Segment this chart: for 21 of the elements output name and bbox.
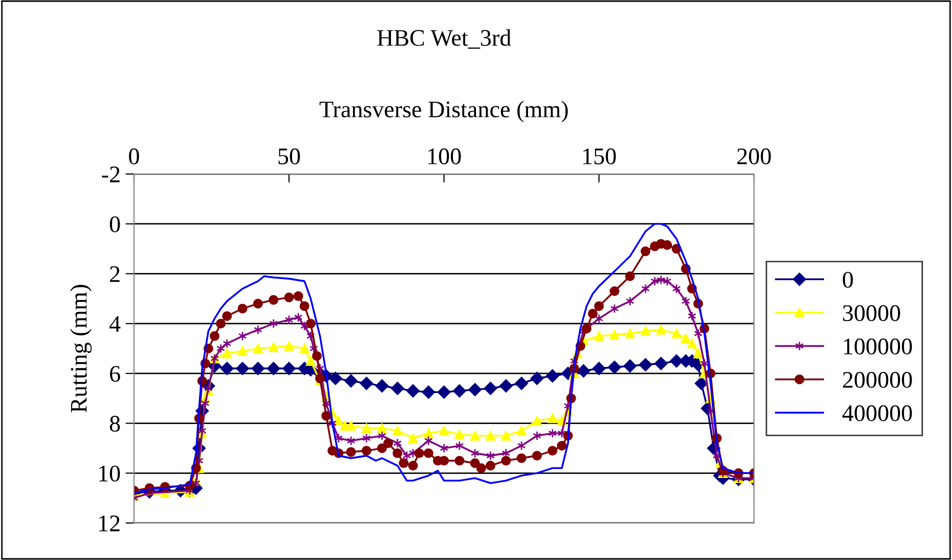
legend-label: 0 bbox=[842, 272, 853, 288]
y-axis-title: Rutting (mm) bbox=[70, 284, 92, 412]
legend-label: 30000 bbox=[843, 305, 900, 322]
y-tick-label: 10 bbox=[99, 466, 120, 482]
x-tick-label: 0 bbox=[128, 148, 140, 164]
x-tick-label: 50 bbox=[278, 148, 300, 164]
x-tick-label: 100 bbox=[428, 148, 461, 164]
legend-label: 400000 bbox=[842, 405, 912, 422]
legend-label: 100000 bbox=[844, 338, 912, 354]
y-tick-label: -2 bbox=[102, 166, 120, 182]
chart-title: HBC Wet_3rd bbox=[377, 29, 512, 49]
y-tick-label: 4 bbox=[109, 316, 120, 332]
y-tick-label: 8 bbox=[110, 416, 120, 432]
y-tick-label: 2 bbox=[110, 266, 120, 282]
x-tick-label: 200 bbox=[737, 148, 771, 164]
legend-label: 200000 bbox=[842, 372, 912, 388]
x-tick-label: 150 bbox=[583, 148, 616, 164]
y-tick-label: 12 bbox=[99, 516, 120, 532]
x-axis-title: Transverse Distance (mm) bbox=[320, 100, 568, 122]
y-tick-label: 6 bbox=[110, 366, 120, 382]
y-tick-label: 0 bbox=[110, 216, 120, 232]
